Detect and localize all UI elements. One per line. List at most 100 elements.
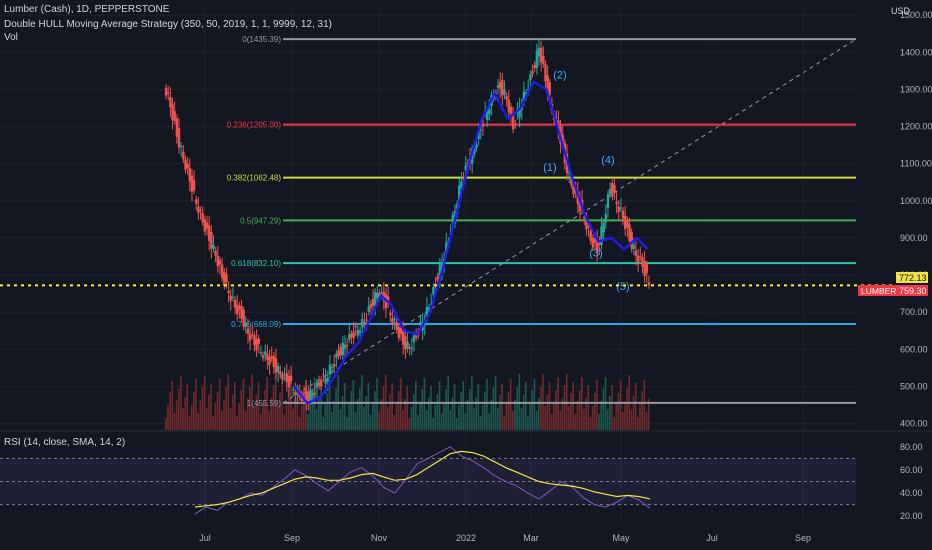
volume-bar (425, 410, 428, 430)
candle-body (337, 350, 340, 356)
candle-body (537, 47, 541, 57)
volume-bar (496, 408, 499, 430)
volume-bar (550, 414, 553, 430)
candle-body (587, 226, 590, 228)
elliott-wave-labels[interactable]: (1) (2) (3) (4) (5) (543, 69, 629, 293)
candle-body (608, 188, 612, 195)
volume-bar (453, 384, 456, 430)
volume-bar (173, 413, 176, 430)
volume-bar (251, 374, 253, 430)
volume-bar (182, 408, 184, 430)
candle-body (264, 351, 267, 355)
candle-body (576, 191, 579, 204)
candle-body (389, 313, 392, 316)
candle-body (169, 96, 172, 108)
candle-body (451, 215, 454, 223)
volume-bar (419, 402, 421, 430)
symbol-title[interactable]: Lumber (Cash), 1D, PEPPERSTONE (4, 4, 170, 15)
volume-bar (449, 410, 452, 430)
volume-bar (315, 409, 318, 430)
volume-bar (197, 413, 199, 430)
candle-body (225, 274, 228, 282)
volume-bar (387, 407, 389, 430)
volume-bar (320, 385, 322, 430)
wave-label[interactable]: (3) (589, 247, 602, 259)
fib-level-label: 0.236(1205.00) (227, 121, 282, 130)
candle-body (333, 364, 336, 367)
volume-bar (281, 382, 283, 430)
volume-bar (462, 381, 465, 430)
fibonacci-retracement[interactable]: 0(1435.39) 0.236(1205.00) 0.382(1062.48) 0.… (227, 35, 856, 408)
volume-bar (169, 392, 171, 430)
candle-body (462, 178, 465, 180)
wave-label[interactable]: (4) (601, 155, 614, 167)
candle-body (240, 306, 243, 319)
candle-body (634, 250, 638, 256)
candle-body (378, 292, 381, 299)
volume-bar (587, 385, 590, 430)
candle-body (399, 329, 403, 334)
volume-bar (302, 393, 305, 430)
volume-bar (589, 417, 592, 430)
volume-bar (369, 415, 372, 430)
rsi-legend[interactable]: RSI (14, close, SMA, 14, 2) (4, 437, 126, 448)
candle-body (626, 220, 629, 228)
candle-body (281, 374, 284, 381)
volume-bar (643, 380, 646, 430)
wave-label[interactable]: (1) (543, 162, 556, 174)
rsi-tick-label: 20.00 (900, 511, 923, 521)
volume-bar (242, 379, 245, 430)
candle-body (302, 392, 306, 394)
candle-body (367, 306, 370, 312)
volume-bar (563, 385, 566, 430)
volume-bar (520, 408, 523, 430)
volume-bar (531, 390, 534, 430)
volume-bar (167, 405, 169, 430)
volume-bar (570, 393, 572, 430)
price-axis[interactable]: 400.00500.00600.00700.00800.00900.001000… (900, 10, 932, 428)
volume-bar (486, 379, 488, 430)
price-badges: 772.13 LUMBER 759.30 (858, 272, 928, 296)
candle-body (445, 242, 448, 253)
volume-bar (208, 395, 210, 430)
volume-bar (481, 405, 484, 430)
candle-body (542, 55, 545, 65)
volume-bar (434, 405, 437, 430)
volume-bar (253, 406, 255, 430)
candle-body (527, 89, 530, 91)
time-axis[interactable]: Jul Sep Nov 2022 Mar May Jul Sep (199, 533, 811, 543)
candle-body (326, 377, 329, 382)
candle-body (621, 210, 625, 219)
candle-body (268, 356, 271, 366)
time-tick-label: Jul (706, 533, 718, 543)
volume-bar (356, 399, 359, 430)
volume-bar (190, 405, 193, 430)
strategy-legend[interactable]: Double HULL Moving Average Strategy (350… (4, 19, 332, 30)
candle-body (257, 338, 260, 344)
trendline-layer[interactable] (282, 38, 857, 404)
wave-label[interactable]: (2) (553, 69, 566, 81)
volume-bar (218, 379, 221, 430)
dashed-trendline[interactable] (282, 38, 857, 404)
candle-body (373, 291, 377, 306)
wave-label[interactable]: (5) (616, 281, 629, 293)
candle-body (192, 179, 196, 191)
volume-bar (285, 401, 288, 430)
volume-bar (647, 399, 650, 430)
volume-bar (393, 415, 396, 430)
volume-bar (559, 411, 562, 430)
volume-legend[interactable]: Vol (4, 32, 18, 43)
candle-body (212, 244, 215, 249)
candle-body (315, 382, 319, 388)
candle-body (307, 391, 310, 402)
candle-body (475, 144, 478, 149)
volume-bar (374, 391, 376, 430)
candle-body (598, 243, 601, 246)
candle-body (391, 318, 394, 324)
candle-body (335, 353, 338, 358)
candle-body (223, 272, 226, 286)
candlestick-series (164, 38, 651, 411)
volume-bar (613, 417, 615, 430)
candle-body (205, 222, 209, 229)
